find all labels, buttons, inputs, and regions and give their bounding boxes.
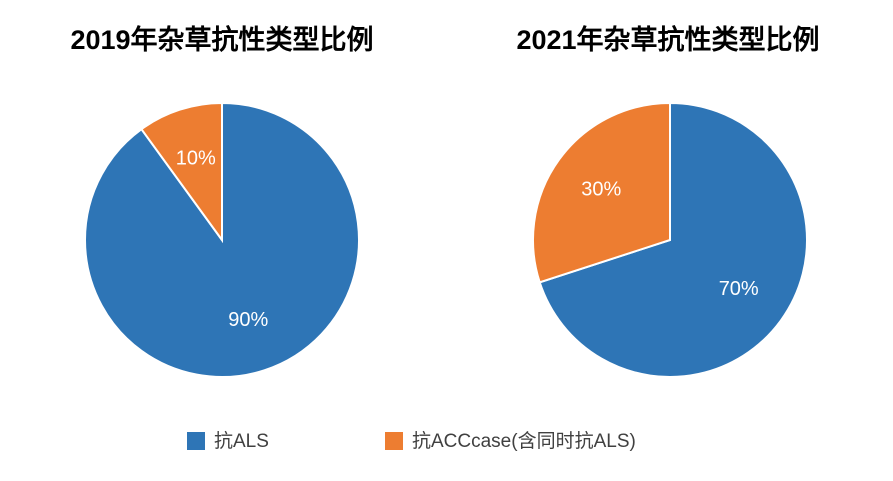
pie-slice	[140, 101, 223, 244]
legend-swatch	[385, 432, 403, 450]
chart-title: 2021年杂草抗性类型比例	[516, 24, 819, 55]
data-label: 90%	[228, 309, 268, 331]
data-label: 10%	[176, 147, 216, 169]
legend-label: 抗ALS	[214, 430, 269, 452]
legend-label: 抗ACCcase(含同时抗ALS)	[412, 430, 636, 452]
pie-slice	[538, 101, 808, 378]
data-label: 30%	[581, 178, 621, 200]
legend-swatch	[187, 432, 205, 450]
chart-title: 2019年杂草抗性类型比例	[70, 24, 373, 55]
data-label: 70%	[719, 278, 759, 300]
pie-slice	[532, 101, 671, 284]
